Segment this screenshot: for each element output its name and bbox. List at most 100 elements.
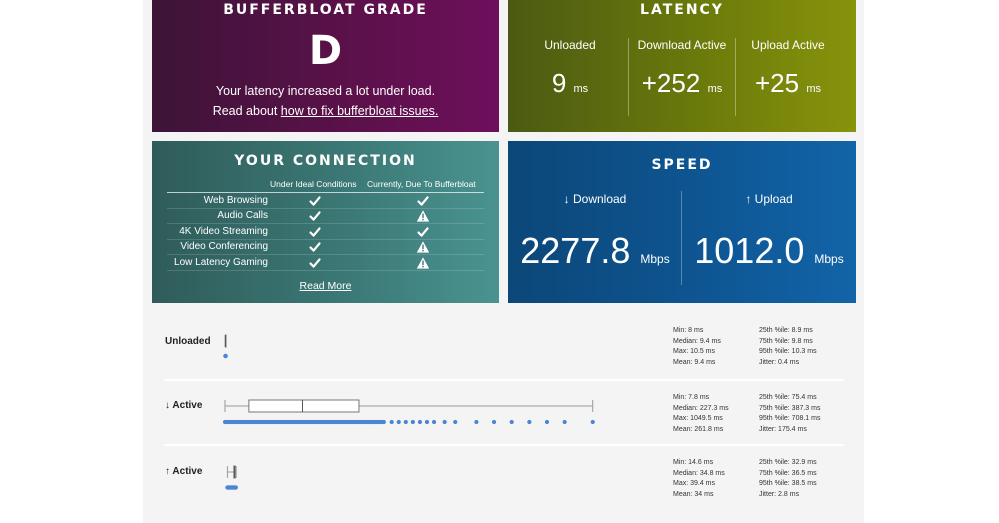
section-divider bbox=[164, 379, 844, 381]
unloaded-row-label: Unloaded bbox=[165, 336, 211, 347]
download-sample-dot bbox=[424, 419, 430, 425]
upload-mean: Mean: 34 ms bbox=[673, 490, 714, 498]
warning-icon bbox=[416, 209, 430, 223]
download-sample-dot bbox=[410, 419, 415, 425]
download-sample-dot bbox=[442, 419, 447, 425]
grade-letter: D bbox=[308, 28, 343, 74]
fix-bufferbloat-link[interactable]: how to fix bufferbloat issues. bbox=[280, 104, 439, 118]
speed-download-label: ↓ Download bbox=[563, 192, 627, 206]
connection-title: YOUR CONNECTION bbox=[234, 153, 417, 169]
grade-description: Your latency increased a lot under load. bbox=[215, 84, 436, 98]
check-icon bbox=[416, 194, 430, 208]
latency-upload: Upload Active +25 ms bbox=[735, 38, 841, 116]
latency-title: LATENCY bbox=[640, 2, 724, 18]
download-sample-dot bbox=[431, 419, 437, 425]
connection-row-label: Audio Calls bbox=[217, 210, 268, 222]
download-median: Median: 227.3 ms bbox=[673, 404, 729, 412]
latency-download-value-line: +252 ms bbox=[629, 68, 735, 99]
download-sample-dot bbox=[381, 419, 386, 425]
check-icon bbox=[308, 194, 322, 208]
speed-unit: Mbps bbox=[640, 252, 670, 266]
download-stats-left: Min: 7.8 ms Median: 227.3 ms Max: 1049.5… bbox=[673, 393, 729, 435]
download-p75: 75th %ile: 387.3 ms bbox=[759, 404, 821, 412]
download-active-row-label: ↓ Active bbox=[165, 400, 203, 411]
connection-row-label: Video Conferencing bbox=[180, 241, 268, 253]
connection-row: Audio Calls bbox=[167, 209, 484, 225]
latency-upload-value: +25 bbox=[754, 68, 800, 98]
connection-row: Web Browsing bbox=[167, 194, 484, 209]
connection-row: Low Latency Gaming bbox=[167, 256, 484, 271]
latency-upload-label: Upload Active bbox=[751, 38, 825, 52]
unloaded-stats-left: Min: 8 ms Median: 9.4 ms Max: 10.5 ms Me… bbox=[673, 326, 721, 368]
current-conditions-header: Currently, Due To Bufferbloat bbox=[367, 179, 476, 189]
upload-active-row-label: ↑ Active bbox=[165, 466, 203, 477]
download-sample-dot bbox=[562, 419, 567, 425]
unloaded-jitter: Jitter: 0.4 ms bbox=[759, 358, 800, 366]
latency-unloaded-value-line: 9 ms bbox=[517, 68, 623, 99]
speed-unit: Mbps bbox=[814, 252, 844, 266]
speed-download-value: 2277.8 bbox=[520, 230, 631, 271]
download-iqr-box bbox=[248, 399, 360, 413]
unloaded-mean: Mean: 9.4 ms bbox=[673, 358, 716, 366]
upload-min: Min: 14.6 ms bbox=[673, 459, 714, 466]
download-sample-dot bbox=[417, 419, 423, 425]
speed-title: SPEED bbox=[651, 157, 713, 173]
warning-icon bbox=[416, 256, 430, 270]
speed-download-value-line: 2277.8 Mbps bbox=[508, 230, 682, 272]
latency-divider bbox=[735, 38, 736, 116]
upload-max: Max: 39.4 ms bbox=[673, 480, 716, 487]
check-icon bbox=[308, 240, 322, 254]
warning-icon bbox=[416, 240, 430, 254]
upload-jitter: Jitter: 2.8 ms bbox=[759, 490, 800, 498]
download-min: Min: 7.8 ms bbox=[673, 394, 710, 401]
download-sample-dot bbox=[491, 419, 497, 425]
unloaded-stats-right: 25th %ile: 8.9 ms 75th %ile: 9.8 ms 95th… bbox=[759, 326, 817, 368]
download-sample-dot bbox=[389, 419, 394, 425]
connection-row-label: Web Browsing bbox=[203, 195, 268, 206]
latency-card: LATENCY Unloaded 9 ms Download Active +2… bbox=[508, 0, 856, 132]
latency-download-label: Download Active bbox=[637, 38, 727, 52]
upload-stats-left: Min: 14.6 ms Median: 34.8 ms Max: 39.4 m… bbox=[673, 458, 725, 500]
download-sample-dot bbox=[474, 419, 479, 425]
download-p95: 95th %ile: 708.1 ms bbox=[759, 415, 821, 422]
upload-p25: 25th %ile: 32.9 ms bbox=[759, 459, 817, 466]
latency-download-value: +252 bbox=[641, 68, 701, 98]
download-sample-dot bbox=[453, 419, 458, 425]
upload-sample-dot bbox=[233, 485, 238, 490]
check-icon bbox=[308, 209, 322, 223]
read-more-line: Read More bbox=[152, 280, 499, 292]
connection-row: Video Conferencing bbox=[167, 240, 484, 256]
connection-row-label: Low Latency Gaming bbox=[174, 256, 268, 268]
grade-title: BUFFERBLOAT GRADE bbox=[223, 2, 428, 18]
latency-unit: ms bbox=[707, 83, 723, 95]
upload-median: Median: 34.8 ms bbox=[673, 469, 725, 477]
ideal-conditions-header: Under Ideal Conditions bbox=[270, 179, 357, 189]
speed-upload-value-line: 1012.0 Mbps bbox=[682, 230, 856, 272]
check-icon bbox=[308, 225, 322, 239]
speed-download: ↓ Download 2277.8 Mbps bbox=[508, 192, 682, 272]
download-stats-right: 25th %ile: 75.4 ms 75th %ile: 387.3 ms 9… bbox=[759, 393, 820, 435]
your-connection-card: YOUR CONNECTION Under Ideal Conditions C… bbox=[152, 141, 499, 303]
grade-read-line: Read about how to fix bufferbloat issues… bbox=[152, 104, 499, 118]
unloaded-p95: 95th %ile: 10.3 ms bbox=[759, 348, 817, 355]
section-divider bbox=[164, 444, 844, 446]
download-p25: 25th %ile: 75.4 ms bbox=[759, 394, 817, 401]
download-sample-dot bbox=[544, 419, 550, 425]
unloaded-sample-dot bbox=[223, 353, 228, 359]
download-sample-dot bbox=[590, 419, 595, 425]
latency-unit: ms bbox=[573, 83, 589, 95]
speed-card: SPEED ↓ Download 2277.8 Mbps ↑ Upload 10… bbox=[508, 141, 856, 303]
download-sample-dot bbox=[509, 419, 514, 425]
latency-unit: ms bbox=[806, 83, 821, 95]
latency-unloaded: Unloaded 9 ms bbox=[517, 38, 623, 116]
read-more-link[interactable]: Read More bbox=[299, 280, 352, 292]
latency-unloaded-label: Unloaded bbox=[544, 38, 596, 52]
download-jitter: Jitter: 175.4 ms bbox=[759, 425, 807, 433]
upload-stats-right: 25th %ile: 32.9 ms 75th %ile: 36.5 ms 95… bbox=[759, 458, 817, 500]
check-icon bbox=[416, 225, 430, 239]
speed-upload-value: 1012.0 bbox=[694, 230, 805, 271]
connection-row-label: 4K Video Streaming bbox=[179, 225, 268, 237]
latency-upload-value-line: +25 ms bbox=[735, 68, 841, 99]
